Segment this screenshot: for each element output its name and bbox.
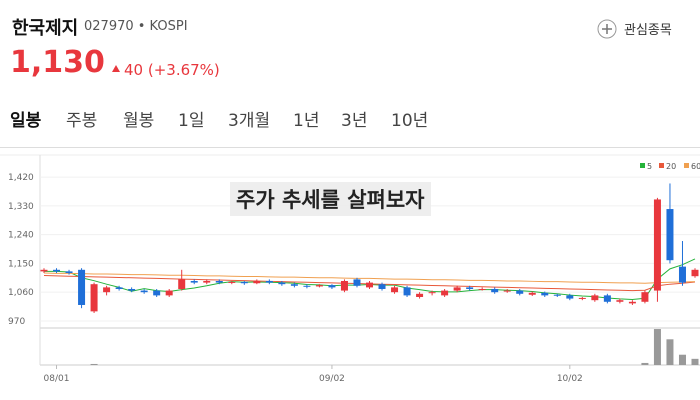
candle-body [366,282,373,288]
x-tick-label: 09/02 [319,374,345,384]
candle-body [203,280,211,283]
candle-body [528,292,536,295]
candle-body [403,287,411,296]
candle-body [65,271,73,273]
stock-name: 한국제지 [12,18,79,39]
candle-body [603,295,611,302]
stock-code: 027970 • KOSPI [84,19,188,34]
candle-body [666,209,674,261]
candle-body [491,288,499,293]
legend-label: 20 [666,162,676,171]
candle-body [378,284,386,289]
period-tab[interactable]: 1일 [178,111,205,131]
candle-body [303,285,311,287]
candle-body [53,269,61,272]
candle-body [190,280,198,283]
y-tick-label: 1,420 [8,173,34,183]
ma-line [44,258,696,301]
candle-body [516,290,524,294]
candle-body [478,288,486,290]
candle-body [591,295,599,301]
y-tick-label: 1,150 [8,259,34,269]
up-arrow [112,65,120,72]
legend-swatch [684,163,689,168]
candle-body [616,300,624,302]
y-tick-label: 970 [8,317,25,327]
candle-body [328,285,336,288]
candle-body [441,290,449,296]
candle-body [228,281,236,283]
candle-body [128,288,136,291]
y-tick-label: 1,060 [8,288,34,298]
plus-icon[interactable] [597,19,617,39]
period-tab[interactable]: 3개월 [228,111,271,131]
y-tick-label: 1,330 [8,202,34,212]
candle-body [253,280,261,284]
period-tab[interactable]: 일봉 [10,111,42,131]
divider [0,147,700,148]
volume-bar [653,329,661,365]
volume-bar [666,339,674,365]
legend-label: 5 [647,162,652,171]
candle-body [566,295,574,299]
legend-swatch [659,163,664,168]
y-tick-label: 1,240 [8,231,34,241]
candle-body [340,280,348,291]
candle-body [265,280,273,283]
candle-body [290,284,298,286]
candle-body [678,266,686,283]
candle-body [391,287,399,293]
candle-body [103,287,111,293]
candle-body [553,294,561,296]
candle-body [78,269,86,305]
candle-body [416,293,424,297]
overlay-caption: 주가 추세를 살펴보자 [230,182,431,216]
volume-bar [90,363,98,365]
x-tick-label: 10/02 [557,374,583,384]
candle-body [453,287,461,291]
candle-body [503,290,511,292]
volume-bar [641,362,649,365]
period-tab[interactable]: 3년 [341,111,368,131]
candle-body [315,285,323,287]
legend-swatch [640,163,645,168]
ma-line [43,272,696,284]
legend-label: 60 [691,162,700,171]
candle-body [178,279,186,289]
volume-bar [678,354,686,365]
x-tick-label: 08/01 [44,374,70,384]
candle-body [40,269,48,272]
period-tab[interactable]: 10년 [391,111,429,131]
candle-body [140,290,148,293]
period-tab[interactable]: 월봉 [123,111,155,131]
candle-body [165,290,173,296]
price-change: 40 (+3.67%) [124,61,220,79]
watch-button[interactable]: 관심종목 [624,23,672,38]
candle-body [278,282,286,285]
candle-body [578,297,586,299]
candle-body [641,292,649,302]
candle-body [115,287,123,289]
candle-body [90,284,98,312]
candle-body [653,199,661,291]
candle-body [215,280,223,283]
candle-body [153,290,161,296]
candle-body [428,292,436,294]
candle-body [240,281,248,284]
candle-body [466,287,474,289]
candle-body [353,279,361,286]
candle-body [628,301,636,304]
period-tab[interactable]: 1년 [293,111,320,131]
candle-body [691,269,699,277]
volume-bar [691,358,699,365]
price: 1,130 [10,45,105,80]
period-tab[interactable]: 주봉 [66,111,98,131]
candle-body [541,292,549,296]
